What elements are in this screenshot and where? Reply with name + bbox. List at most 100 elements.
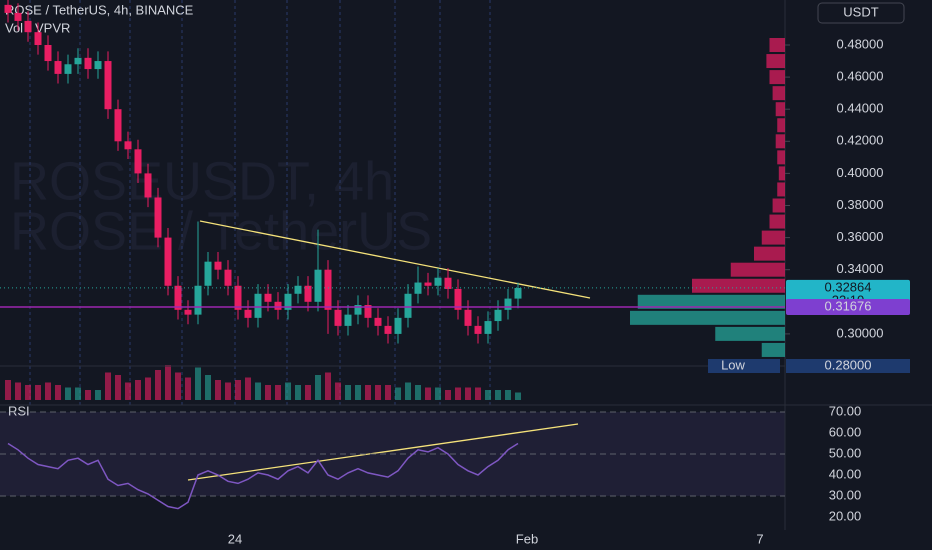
volume-bar xyxy=(405,382,411,400)
volume-bar xyxy=(445,390,451,400)
watermark: ROSEUSDT, 4h xyxy=(10,151,394,211)
candle-body xyxy=(14,12,22,21)
candle-body xyxy=(314,269,322,302)
volume-profile-bar xyxy=(730,262,785,277)
volume-bar xyxy=(465,387,471,400)
candle-body xyxy=(404,293,412,318)
candle-body xyxy=(344,314,352,326)
candle-body xyxy=(364,305,372,318)
candle-body xyxy=(94,61,102,70)
price-tick-label: 0.40000 xyxy=(837,165,884,180)
volume-bar xyxy=(45,382,51,400)
volume-profile-bar xyxy=(769,214,785,229)
candle-body xyxy=(474,325,482,334)
candle-body xyxy=(354,305,362,315)
volume-bar xyxy=(55,385,61,400)
volume-bar xyxy=(75,387,81,400)
candle-body xyxy=(144,173,152,198)
volume-bar xyxy=(135,380,141,400)
candle-body xyxy=(134,149,142,174)
candle-body xyxy=(254,293,262,318)
watermark: ROSE / TetherUS xyxy=(10,201,432,261)
volume-bar xyxy=(275,385,281,400)
volume-profile-bar xyxy=(772,86,785,101)
price-tick-label: 0.46000 xyxy=(837,69,884,84)
volume-bar xyxy=(505,390,511,400)
volume-bar xyxy=(105,372,111,400)
candle-body xyxy=(264,293,272,302)
volume-profile-bar xyxy=(715,326,785,341)
trendline xyxy=(199,220,591,299)
volume-bar xyxy=(245,377,251,400)
candle-body xyxy=(494,309,502,322)
low-price-box xyxy=(786,359,910,373)
volume-profile-bar xyxy=(778,166,785,181)
candle-body xyxy=(214,261,222,270)
candle-body xyxy=(44,45,52,62)
volume-bar xyxy=(255,382,261,400)
rsi-tick-label: 50.00 xyxy=(829,445,862,460)
candle-body xyxy=(394,317,402,334)
price-tick-label: 0.42000 xyxy=(837,133,884,148)
time-label: 24 xyxy=(228,531,242,546)
volume-bar xyxy=(295,385,301,400)
candle-body xyxy=(514,287,522,299)
volume-bar xyxy=(515,392,521,400)
rsi-label: RSI xyxy=(8,403,30,418)
volume-bar xyxy=(335,382,341,400)
rsi-tick-label: 70.00 xyxy=(829,403,862,418)
price-tick-label: 0.36000 xyxy=(837,229,884,244)
volume-bar xyxy=(165,365,171,400)
currency[interactable]: USDT xyxy=(843,4,878,19)
time-label: 7 xyxy=(756,531,763,546)
volume-bar xyxy=(265,385,271,400)
volume-bar xyxy=(395,387,401,400)
volume-bar xyxy=(25,385,31,400)
volume-bar xyxy=(95,390,101,400)
candle-body xyxy=(174,285,182,310)
candle-body xyxy=(84,57,92,70)
candle-body xyxy=(274,301,282,310)
volume-bar xyxy=(215,380,221,400)
volume-bar xyxy=(235,380,241,400)
volume-profile-bar xyxy=(637,294,785,309)
line-price: 0.31676 xyxy=(825,298,872,313)
candle-body xyxy=(304,285,312,302)
candle-body xyxy=(484,321,492,334)
candle-body xyxy=(294,285,302,294)
volume-bar xyxy=(175,372,181,400)
volume-bar xyxy=(365,385,371,400)
currency-button[interactable] xyxy=(817,2,905,24)
candle-body xyxy=(234,285,242,310)
candle-body xyxy=(4,4,12,13)
volume-profile-bar xyxy=(754,246,785,261)
candle-body xyxy=(384,325,392,334)
volume-profile-bar xyxy=(761,230,785,245)
volume-bar xyxy=(375,385,381,400)
rsi-line xyxy=(7,442,519,510)
trendline xyxy=(187,423,579,481)
volume-bar xyxy=(355,385,361,400)
volume-bar xyxy=(315,375,321,400)
candle-body xyxy=(74,57,82,65)
rsi-tick-label: 30.00 xyxy=(829,487,862,502)
price-tick-label: 0.38000 xyxy=(837,197,884,212)
volume-bar xyxy=(225,382,231,400)
volume-bar xyxy=(435,387,441,400)
candle-body xyxy=(54,61,62,74)
low-price: 0.28000 xyxy=(825,357,872,372)
price-tick-label: 0.48000 xyxy=(837,36,884,51)
rsi-tick-label: 60.00 xyxy=(829,424,862,439)
current-price: 0.32864 xyxy=(825,279,872,294)
candle-body xyxy=(124,141,132,150)
volume-bar xyxy=(305,385,311,400)
price-tick-label: 0.30000 xyxy=(837,325,884,340)
candle-body xyxy=(114,109,122,142)
volume-profile-bar xyxy=(775,134,785,149)
volume-profile-bar xyxy=(769,70,785,85)
candle-body xyxy=(334,309,342,326)
candle-body xyxy=(34,32,42,45)
candle-body xyxy=(204,261,212,286)
volume-bar xyxy=(325,372,331,400)
